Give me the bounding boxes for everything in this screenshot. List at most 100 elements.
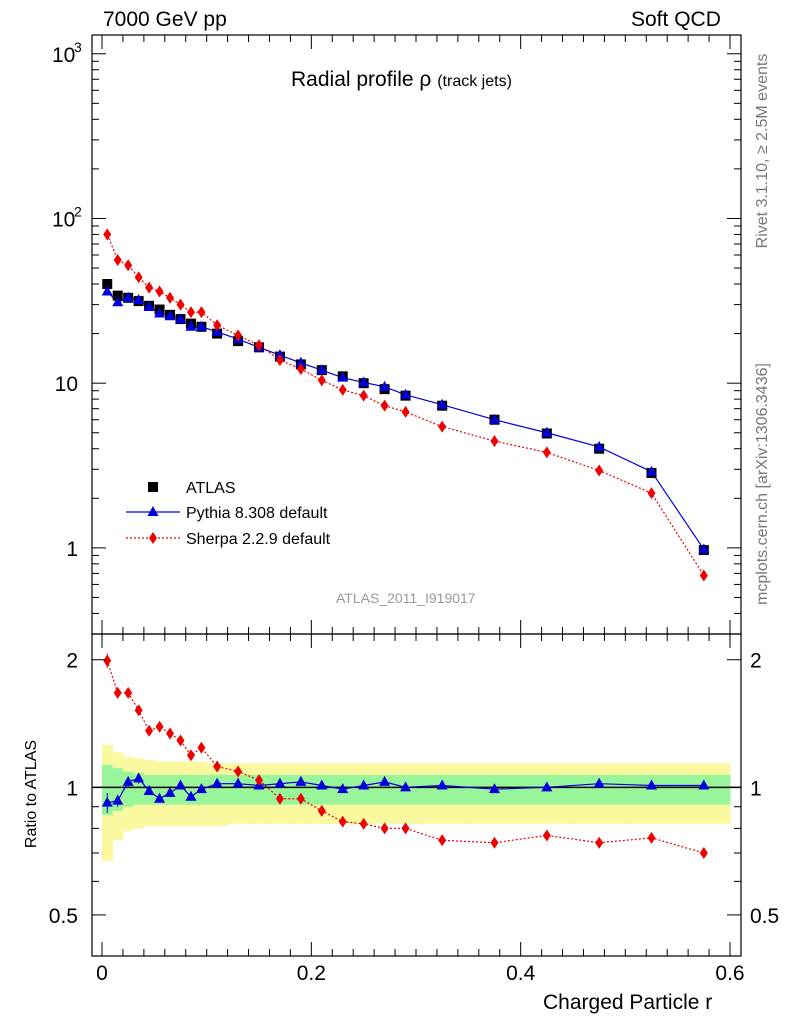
inner-band-bin xyxy=(625,774,679,805)
diamond-point-top xyxy=(380,399,389,412)
diamond-point-top xyxy=(317,374,326,387)
triangle-point-top xyxy=(133,293,145,304)
triangle-point-ratio xyxy=(593,777,605,788)
triangle-point-ratio xyxy=(175,779,186,790)
triangle-point-ratio xyxy=(646,779,657,790)
diamond-point-top xyxy=(176,298,185,311)
triangle-point-ratio xyxy=(698,779,710,790)
inner-band-bin xyxy=(416,774,469,805)
triangle-point-top xyxy=(112,296,124,307)
diamond-point-top xyxy=(124,259,133,272)
diamond-point-ratio xyxy=(197,741,206,754)
analysis-watermark: ATLAS_2011_I919017 xyxy=(336,590,476,606)
diamond-point-top xyxy=(255,339,263,352)
triangle-point-top xyxy=(698,543,710,554)
ratio-y-axis-label: Ratio to ATLAS xyxy=(23,739,40,849)
triangle-point-top xyxy=(316,364,328,375)
triangle-point-top xyxy=(489,413,500,424)
diamond-point-ratio xyxy=(213,760,222,773)
diamond-point-top xyxy=(595,464,604,477)
inner-band-bin xyxy=(122,771,134,807)
triangle-point-top xyxy=(175,313,186,324)
diamond-point-ratio xyxy=(166,727,175,740)
diamond-point-top xyxy=(197,306,206,319)
inner-band-bin xyxy=(175,774,187,805)
diamond-point-ratio xyxy=(401,822,410,835)
triangle-point-top xyxy=(436,398,448,409)
y-tick-label-ratio-left: 0.5 xyxy=(49,905,78,928)
diamond-point-ratio xyxy=(124,686,133,699)
x-tick-label: 0.2 xyxy=(297,962,326,985)
diamond-point-top xyxy=(234,329,243,342)
y-tick-label-ratio-left: 1 xyxy=(66,777,78,800)
series-line-top xyxy=(106,234,705,576)
square-point-top xyxy=(112,290,123,301)
ratio-bands xyxy=(102,744,731,862)
triangle-point-top xyxy=(143,301,155,312)
triangle-point-ratio xyxy=(143,785,155,796)
diamond-point-ratio xyxy=(438,834,447,847)
diamond-point-top xyxy=(401,405,410,418)
diamond-point-ratio xyxy=(317,804,326,817)
triangle-point-ratio xyxy=(211,777,223,788)
x-tick-label: 0.6 xyxy=(715,962,744,985)
diamond-point-top xyxy=(296,362,305,375)
diamond-point-top xyxy=(490,435,499,448)
diamond-point-ratio xyxy=(155,720,164,733)
triangle-point-top xyxy=(195,320,207,331)
triangle-point-top xyxy=(122,291,134,302)
diamond-point-ratio xyxy=(490,836,499,849)
diamond-point-ratio xyxy=(103,654,112,667)
square-point-top xyxy=(102,279,113,290)
diamond-point-ratio xyxy=(145,724,154,737)
diamond-point-top xyxy=(275,354,284,367)
triangle-point-ratio xyxy=(112,794,124,805)
y-tick-label-top: 1 xyxy=(66,538,78,561)
diamond-point-ratio xyxy=(113,686,122,699)
triangle-point-ratio xyxy=(400,781,412,792)
diamond-point-ratio xyxy=(234,765,243,778)
diamond-point-top xyxy=(213,319,222,332)
plot-title-symbol: ρ xyxy=(419,68,432,91)
y-tick-label-ratio-left: 2 xyxy=(66,650,78,673)
triangle-point-ratio xyxy=(379,775,391,786)
diamond-point-ratio xyxy=(595,836,604,849)
inner-band-bin xyxy=(269,774,291,805)
triangle-point-ratio xyxy=(489,783,500,794)
diamond-point-top xyxy=(338,383,347,396)
inner-band-bin xyxy=(185,774,197,805)
triangle-point-ratio xyxy=(337,783,349,794)
triangle-point-ratio xyxy=(316,779,328,790)
triangle-point-top xyxy=(154,307,166,318)
diamond-point-ratio xyxy=(647,831,656,844)
diamond-point-top xyxy=(647,487,656,500)
diamond-point-top xyxy=(542,446,551,459)
header-left: 7000 GeV pp xyxy=(103,8,227,31)
triangle-point-top xyxy=(593,440,605,451)
rivet-version-label: Rivet 3.1.10, ≥ 2.5M events xyxy=(754,53,771,249)
triangle-point-top xyxy=(101,285,113,296)
inner-band-bin xyxy=(227,774,250,805)
triangle-point-top xyxy=(274,349,286,360)
triangle-point-top xyxy=(295,356,307,367)
diamond-point-ratio xyxy=(296,792,305,805)
legend-label: Pythia 8.308 default xyxy=(186,505,328,522)
triangle-point-ratio xyxy=(133,772,145,783)
triangle-point-ratio xyxy=(164,786,176,797)
y-tick-label-ratio-right: 0.5 xyxy=(750,905,779,928)
diamond-point-top xyxy=(699,569,708,582)
diamond-point-ratio xyxy=(255,774,263,787)
triangle-point-top xyxy=(541,426,553,437)
triangle-point-ratio xyxy=(122,775,134,786)
diamond-point-ratio xyxy=(176,734,185,747)
mcplots-citation-label: mcplots.cern.ch [arXiv:1306.3436] xyxy=(754,363,771,605)
triangle-point-ratio xyxy=(101,796,113,807)
triangle-point-top xyxy=(164,310,176,321)
diamond-point-top xyxy=(166,291,175,304)
inner-band-bin xyxy=(248,774,270,805)
diamond-point-top xyxy=(145,281,154,294)
triangle-point-ratio xyxy=(358,779,370,790)
inner-band-bin xyxy=(112,768,124,811)
